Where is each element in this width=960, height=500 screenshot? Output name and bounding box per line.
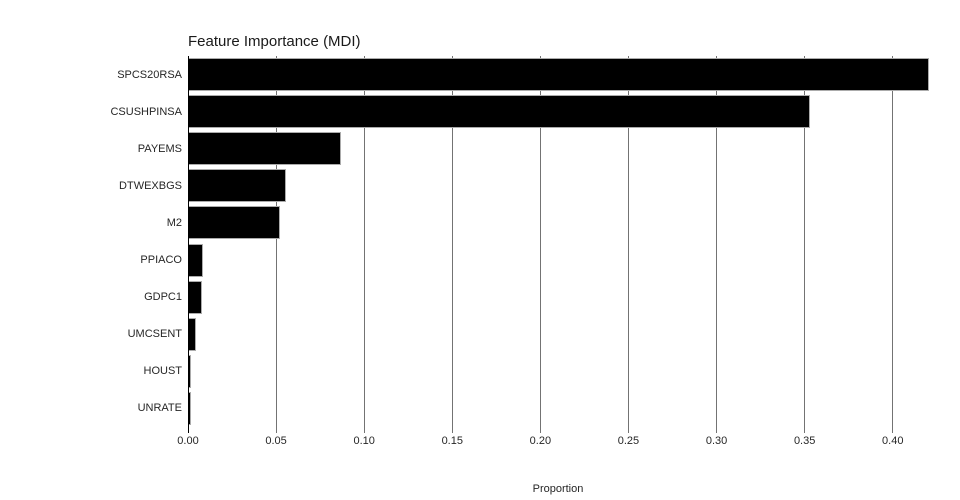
y-tick-label: UNRATE xyxy=(137,402,182,415)
x-tick-label: 0.10 xyxy=(353,435,375,447)
bar-spcs20rsa xyxy=(188,58,929,92)
bar-dtwexbgs xyxy=(188,169,287,203)
bar-houst xyxy=(188,354,192,388)
gridline xyxy=(627,56,629,433)
x-tick-label: 0.35 xyxy=(793,435,816,447)
gridline xyxy=(804,56,806,433)
y-tick-label: M2 xyxy=(166,216,182,229)
gridline xyxy=(275,56,277,433)
x-tick-label: 0.30 xyxy=(705,435,728,447)
x-tick-label: 0.05 xyxy=(265,435,287,447)
x-tick-label: 0.00 xyxy=(177,435,199,447)
x-tick-label: 0.15 xyxy=(441,435,463,447)
gridline xyxy=(539,56,541,433)
bar-unrate xyxy=(188,391,191,425)
bar-gdpc1 xyxy=(188,280,202,314)
bar-m2 xyxy=(188,206,281,240)
y-tick-label: PAYEMS xyxy=(137,142,182,155)
y-tick-label: HOUST xyxy=(143,365,183,378)
bar-csushpinsa xyxy=(188,95,811,129)
y-tick-label: CSUSHPINSA xyxy=(110,105,182,118)
y-axis-line xyxy=(187,56,189,433)
y-tick-label: SPCS20RSA xyxy=(117,68,182,81)
y-tick-label: PPIACO xyxy=(140,254,182,267)
x-tick-label: 0.25 xyxy=(617,435,640,447)
bar-payems xyxy=(188,132,341,166)
x-tick-label: 0.40 xyxy=(882,435,904,447)
y-tick-label: GDPC1 xyxy=(144,291,182,304)
chart-title: Feature Importance (MDI) xyxy=(188,33,361,50)
gridline xyxy=(716,56,718,433)
y-tick-label: UMCSENT xyxy=(127,328,182,341)
y-tick-label: DTWEXBGS xyxy=(119,179,182,192)
x-axis-label: Proportion xyxy=(532,483,584,495)
gridline xyxy=(363,56,365,433)
bar-umcsent xyxy=(188,317,196,351)
gridline xyxy=(451,56,453,433)
x-tick-label: 0.20 xyxy=(529,435,552,447)
gridline xyxy=(892,56,894,433)
bar-ppiaco xyxy=(188,243,203,277)
